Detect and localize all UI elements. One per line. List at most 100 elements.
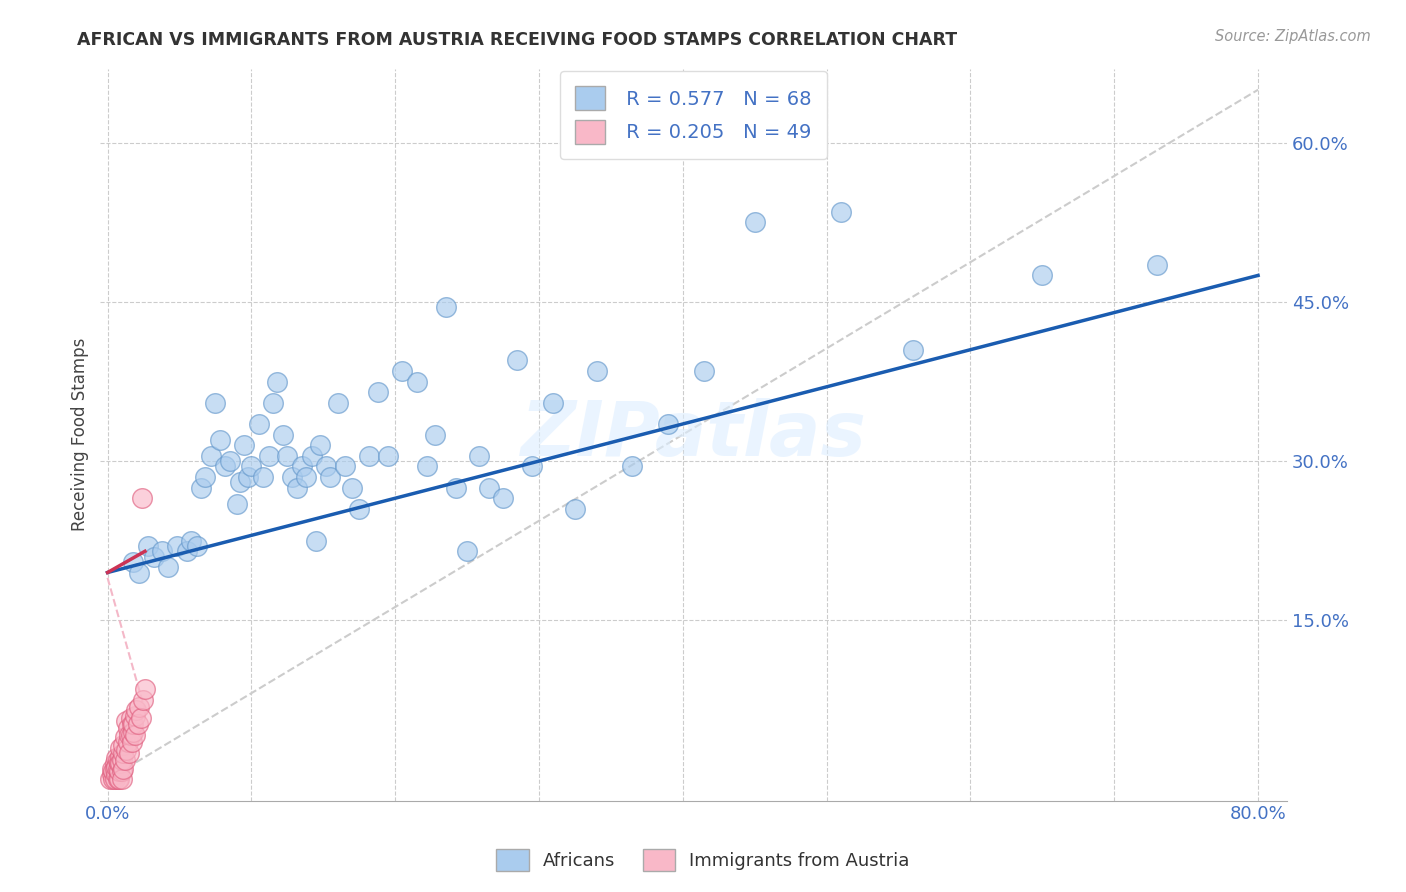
- Point: [122, 717, 145, 731]
- Point: [122, 555, 145, 569]
- Point: [124, 708, 146, 723]
- Point: [111, 772, 134, 787]
- Point: [319, 470, 342, 484]
- Point: [118, 728, 141, 742]
- Point: [208, 433, 231, 447]
- Point: [233, 438, 256, 452]
- Point: [134, 682, 156, 697]
- Point: [309, 438, 332, 452]
- Point: [194, 470, 217, 484]
- Point: [1146, 258, 1168, 272]
- Point: [131, 491, 153, 506]
- Point: [444, 481, 467, 495]
- Point: [218, 454, 240, 468]
- Point: [112, 739, 135, 753]
- Point: [100, 772, 122, 787]
- Point: [103, 772, 125, 787]
- Point: [111, 753, 134, 767]
- Point: [405, 375, 427, 389]
- Point: [127, 717, 149, 731]
- Point: [291, 459, 314, 474]
- Point: [110, 749, 132, 764]
- Point: [156, 560, 179, 574]
- Point: [1031, 268, 1053, 283]
- Point: [301, 449, 323, 463]
- Point: [124, 728, 146, 742]
- Point: [359, 449, 381, 463]
- Point: [621, 459, 644, 474]
- Point: [271, 427, 294, 442]
- Point: [117, 735, 139, 749]
- Point: [262, 396, 284, 410]
- Point: [247, 417, 270, 431]
- Point: [657, 417, 679, 431]
- Point: [333, 459, 356, 474]
- Point: [150, 544, 173, 558]
- Point: [434, 300, 457, 314]
- Point: [585, 364, 607, 378]
- Point: [901, 343, 924, 357]
- Point: [107, 753, 129, 767]
- Point: [142, 549, 165, 564]
- Point: [180, 533, 202, 548]
- Point: [186, 539, 208, 553]
- Point: [104, 756, 127, 771]
- Point: [121, 717, 143, 731]
- Point: [108, 772, 131, 787]
- Point: [128, 566, 150, 580]
- Point: [118, 746, 141, 760]
- Point: [112, 746, 135, 760]
- Point: [315, 459, 337, 474]
- Point: [240, 459, 263, 474]
- Point: [122, 724, 145, 739]
- Y-axis label: Receiving Food Stamps: Receiving Food Stamps: [72, 338, 89, 532]
- Point: [693, 364, 716, 378]
- Point: [347, 501, 370, 516]
- Point: [276, 449, 298, 463]
- Point: [104, 772, 127, 787]
- Point: [117, 722, 139, 736]
- Point: [830, 204, 852, 219]
- Point: [257, 449, 280, 463]
- Point: [190, 481, 212, 495]
- Point: [125, 703, 148, 717]
- Point: [128, 700, 150, 714]
- Point: [166, 539, 188, 553]
- Point: [115, 742, 138, 756]
- Point: [120, 728, 142, 742]
- Point: [543, 396, 565, 410]
- Point: [287, 481, 309, 495]
- Point: [214, 459, 236, 474]
- Point: [136, 539, 159, 553]
- Text: AFRICAN VS IMMIGRANTS FROM AUSTRIA RECEIVING FOOD STAMPS CORRELATION CHART: AFRICAN VS IMMIGRANTS FROM AUSTRIA RECEI…: [77, 31, 957, 49]
- Point: [252, 470, 274, 484]
- Point: [367, 385, 389, 400]
- Point: [564, 501, 586, 516]
- Point: [107, 772, 129, 787]
- Point: [105, 751, 128, 765]
- Point: [107, 762, 129, 776]
- Point: [340, 481, 363, 495]
- Point: [326, 396, 349, 410]
- Point: [226, 497, 249, 511]
- Point: [200, 449, 222, 463]
- Point: [204, 396, 226, 410]
- Point: [108, 764, 131, 778]
- Point: [101, 767, 124, 781]
- Point: [391, 364, 413, 378]
- Point: [108, 756, 131, 771]
- Point: [425, 427, 447, 442]
- Point: [111, 764, 134, 778]
- Point: [115, 714, 138, 728]
- Point: [105, 759, 128, 773]
- Point: [492, 491, 515, 506]
- Point: [456, 544, 478, 558]
- Point: [416, 459, 439, 474]
- Point: [105, 767, 128, 781]
- Text: ZIPatlas: ZIPatlas: [520, 398, 866, 472]
- Point: [238, 470, 260, 484]
- Point: [744, 215, 766, 229]
- Point: [305, 533, 328, 548]
- Point: [467, 449, 489, 463]
- Point: [280, 470, 302, 484]
